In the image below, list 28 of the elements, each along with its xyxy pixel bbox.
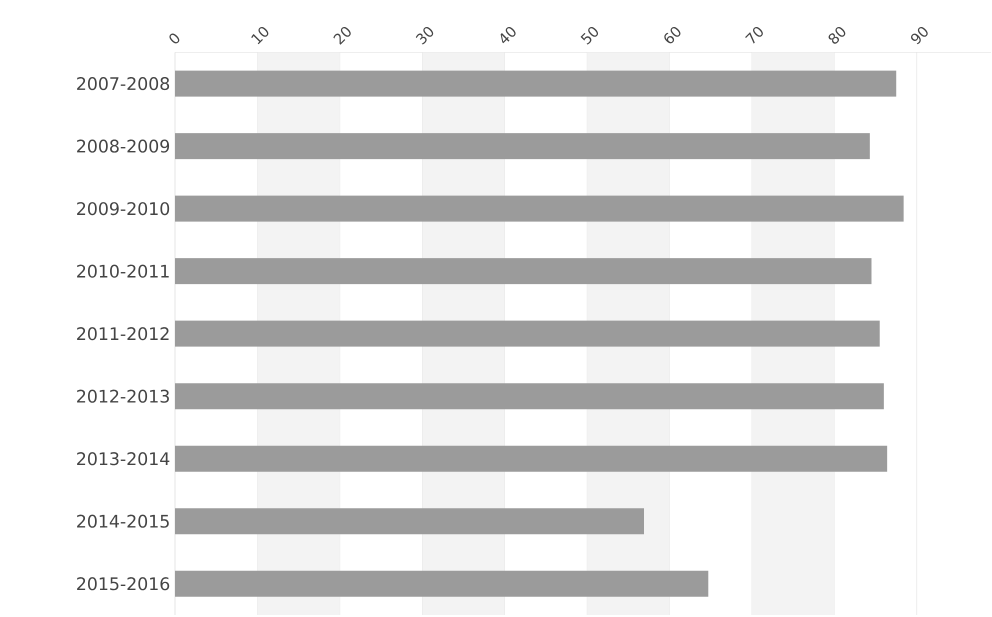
- y-tick-label: 2012-2013: [77, 390, 169, 403]
- bar: [175, 70, 896, 97]
- bar: [175, 196, 904, 222]
- x-tick-label: 90: [911, 26, 928, 44]
- x-tick-label: 30: [416, 26, 434, 45]
- bar: [175, 133, 870, 160]
- x-tick-label: 0: [169, 34, 180, 44]
- y-tick-label: 2010-2011: [77, 264, 169, 278]
- y-tick-label: 2015-2016: [77, 577, 170, 590]
- x-tick-label: 40: [500, 26, 516, 44]
- bar: [175, 320, 880, 347]
- bar: [175, 570, 708, 597]
- x-tick-label: 80: [828, 26, 846, 44]
- bar: [175, 258, 872, 284]
- y-tick-label: 2007-2008: [77, 77, 170, 90]
- x-tick-label: 10: [251, 26, 268, 44]
- y-tick-label: 2011-2012: [77, 327, 169, 340]
- bar: [175, 446, 888, 472]
- bar: [175, 383, 884, 410]
- y-tick-label: 2009-2010: [77, 202, 170, 216]
- x-tick-label: 60: [664, 26, 680, 44]
- y-tick-label: 2013-2014: [77, 452, 170, 466]
- y-tick-label: 2008-2009: [77, 140, 170, 153]
- x-tick-label: 20: [333, 26, 351, 45]
- x-tick-label: 50: [580, 26, 598, 45]
- x-tick-label: 70: [745, 26, 763, 44]
- bar: [175, 508, 644, 534]
- y-tick-label: 2014-2015: [77, 514, 169, 528]
